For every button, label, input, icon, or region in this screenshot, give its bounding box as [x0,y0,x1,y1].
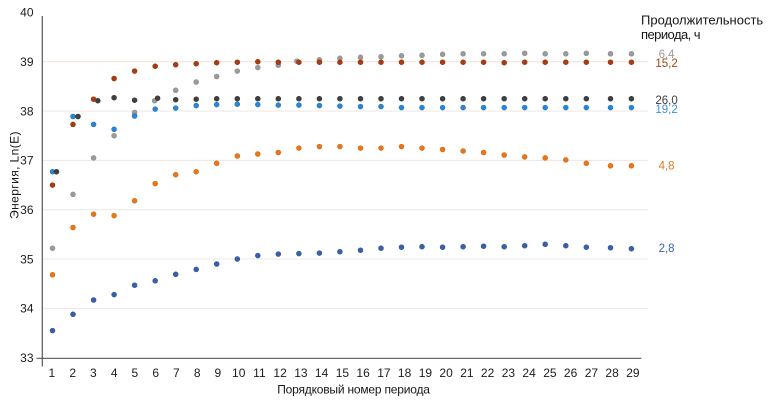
svg-text:38: 38 [20,104,34,118]
svg-text:7: 7 [173,366,180,380]
svg-text:Порядковый номер периода: Порядковый номер периода [277,383,430,397]
svg-text:37: 37 [20,154,34,168]
svg-text:20: 20 [439,366,453,380]
svg-text:6: 6 [152,366,159,380]
svg-text:25: 25 [543,366,557,380]
svg-text:26,0: 26,0 [655,95,677,107]
svg-text:2,8: 2,8 [659,243,675,255]
svg-text:4,8: 4,8 [659,161,675,173]
svg-text:10: 10 [232,366,246,380]
svg-text:28: 28 [605,366,619,380]
svg-text:2: 2 [69,366,76,380]
svg-text:21: 21 [460,366,474,380]
svg-text:12: 12 [273,366,287,380]
svg-text:периода, ч: периода, ч [641,27,700,42]
svg-text:4: 4 [111,366,118,380]
svg-text:33: 33 [20,351,34,365]
svg-text:14: 14 [315,366,329,380]
svg-text:29: 29 [626,366,640,380]
svg-text:27: 27 [585,366,599,380]
svg-text:Энергия, Ln(E): Энергия, Ln(E) [7,131,21,219]
svg-text:16: 16 [356,366,370,380]
svg-text:24: 24 [522,366,536,380]
svg-text:15: 15 [336,366,350,380]
svg-text:35: 35 [20,252,34,266]
svg-text:34: 34 [20,302,34,316]
svg-text:19,2: 19,2 [655,104,677,116]
svg-text:13: 13 [294,366,308,380]
svg-text:1: 1 [49,366,56,380]
svg-text:11: 11 [253,366,266,380]
svg-text:3: 3 [90,366,97,380]
svg-text:36: 36 [20,203,34,217]
svg-text:17: 17 [377,366,391,380]
svg-text:40: 40 [20,6,34,20]
svg-text:22: 22 [481,366,495,380]
svg-text:26: 26 [564,366,578,380]
svg-text:15,2: 15,2 [655,58,677,70]
svg-text:23: 23 [502,366,516,380]
svg-text:9: 9 [215,366,222,380]
svg-text:8: 8 [194,366,201,380]
svg-text:6,4: 6,4 [659,49,676,61]
svg-text:18: 18 [398,366,412,380]
svg-text:19: 19 [419,366,433,380]
svg-text:Продолжительность: Продолжительность [641,12,763,27]
svg-text:5: 5 [132,366,139,380]
svg-text:39: 39 [20,55,34,69]
